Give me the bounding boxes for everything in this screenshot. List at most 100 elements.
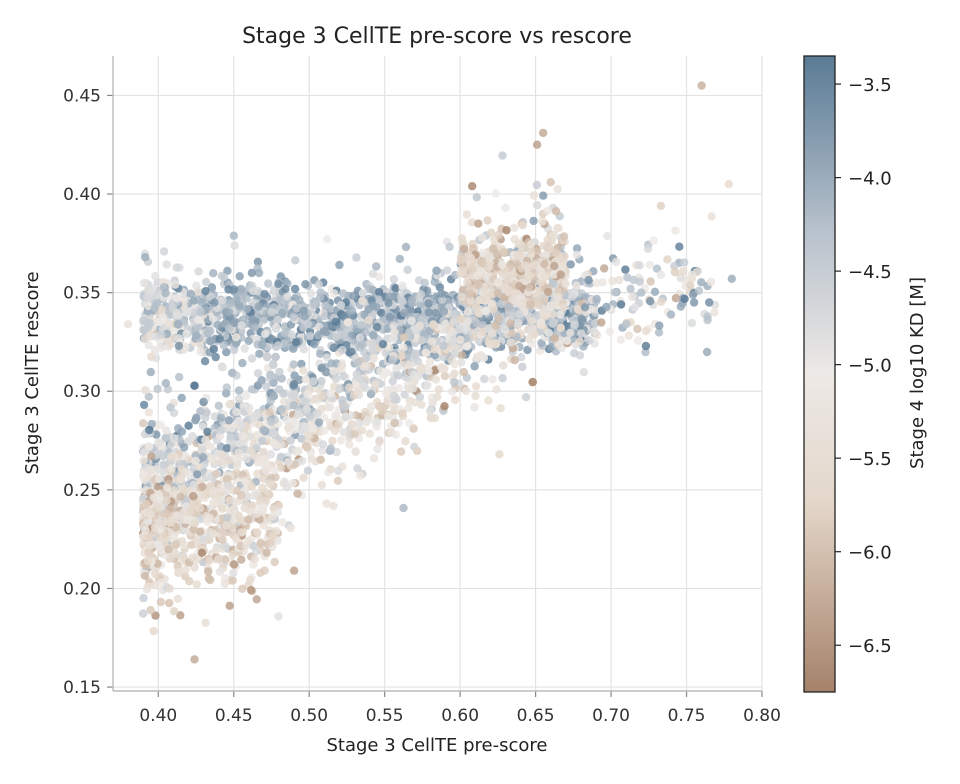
scatter-point — [605, 327, 614, 336]
scatter-point — [237, 491, 246, 500]
scatter-point — [603, 231, 612, 241]
scatter-point — [312, 299, 321, 309]
scatter-point — [559, 232, 569, 241]
scatter-point — [417, 336, 427, 345]
scatter-point — [176, 474, 186, 484]
scatter-point — [228, 368, 237, 378]
scatter-point — [498, 374, 507, 383]
scatter-point — [543, 206, 552, 216]
scatter-point — [487, 299, 497, 308]
data-points — [123, 81, 736, 664]
scatter-point — [303, 320, 312, 329]
scatter-point — [170, 434, 179, 443]
scatter-point — [228, 550, 237, 559]
scatter-point — [364, 415, 373, 424]
scatter-point — [375, 437, 384, 447]
scatter-point — [265, 408, 274, 417]
scatter-point — [417, 400, 426, 409]
scatter-point — [499, 361, 508, 370]
scatter-point — [230, 345, 239, 355]
y-tick-label: 0.45 — [63, 86, 101, 106]
scatter-point — [232, 407, 241, 417]
scatter-point — [331, 374, 341, 383]
scatter-point — [641, 326, 651, 336]
scatter-point — [540, 260, 549, 269]
scatter-point — [575, 337, 584, 346]
scatter-point — [217, 425, 226, 435]
scatter-point — [235, 301, 244, 311]
scatter-point — [249, 414, 258, 423]
scatter-point — [425, 357, 435, 367]
scatter-point — [579, 368, 588, 377]
scatter-point — [166, 518, 175, 528]
scatter-point — [352, 370, 361, 379]
scatter-point — [627, 292, 637, 302]
scatter-point — [329, 367, 338, 376]
scatter-point — [518, 221, 527, 230]
scatter-point — [560, 251, 569, 261]
scatter-point — [248, 298, 257, 307]
scatter-point — [299, 366, 308, 375]
x-tick-label: 0.45 — [215, 706, 253, 726]
scatter-point — [269, 378, 278, 387]
scatter-point — [322, 353, 332, 362]
scatter-point — [300, 312, 309, 321]
scatter-point — [350, 429, 359, 439]
scatter-point — [209, 345, 218, 354]
scatter-point — [463, 341, 472, 350]
scatter-point — [219, 272, 229, 282]
scatter-point — [355, 333, 365, 342]
scatter-point — [421, 348, 431, 357]
scatter-point — [224, 456, 234, 465]
scatter-point — [499, 248, 509, 257]
scatter-point — [270, 557, 279, 567]
scatter-point — [247, 268, 257, 278]
scatter-point — [175, 372, 184, 382]
scatter-point — [155, 474, 164, 484]
chart-title: Stage 3 CellTE pre-score vs rescore — [242, 24, 632, 49]
scatter-point — [165, 584, 174, 593]
scatter-point — [294, 446, 303, 456]
scatter-point — [388, 377, 397, 386]
colorbar: −3.5 −4.0 −4.5 −5.0 −5.5 −6.0 −6.5 — [803, 55, 892, 693]
scatter-point — [196, 347, 205, 356]
scatter-point — [556, 323, 565, 332]
scatter-point — [156, 330, 166, 340]
scatter-point — [345, 440, 354, 449]
scatter-point — [259, 425, 268, 435]
scatter-point — [509, 223, 519, 233]
scatter-point — [326, 389, 335, 398]
scatter-point — [334, 421, 343, 430]
scatter-point — [352, 253, 361, 262]
scatter-point — [463, 307, 473, 316]
scatter-point — [577, 329, 586, 338]
scatter-point — [351, 447, 360, 456]
scatter-point — [225, 496, 234, 505]
scatter-point — [547, 342, 556, 352]
scatter-point — [540, 272, 549, 281]
scatter-point — [162, 483, 172, 492]
scatter-point — [289, 401, 299, 410]
scatter-point — [287, 330, 296, 339]
scatter-point — [390, 418, 399, 428]
scatter-point — [248, 315, 257, 324]
scatter-point — [139, 593, 148, 603]
scatter-point — [318, 446, 327, 455]
scatter-point — [192, 580, 201, 589]
scatter-point — [289, 566, 299, 575]
scatter-point — [152, 465, 161, 474]
scatter-point — [262, 548, 271, 557]
scatter-point — [486, 228, 496, 237]
scatter-point — [646, 297, 655, 306]
scatter-point — [431, 375, 441, 384]
scatter-point — [293, 489, 302, 498]
scatter-point — [231, 339, 241, 348]
scatter-point — [198, 445, 207, 454]
scatter-point — [529, 191, 539, 200]
scatter-point — [193, 470, 202, 479]
scatter-point — [266, 450, 276, 459]
x-tick-label: 0.40 — [139, 706, 177, 726]
scatter-point — [566, 260, 575, 269]
scatter-point — [612, 257, 621, 267]
